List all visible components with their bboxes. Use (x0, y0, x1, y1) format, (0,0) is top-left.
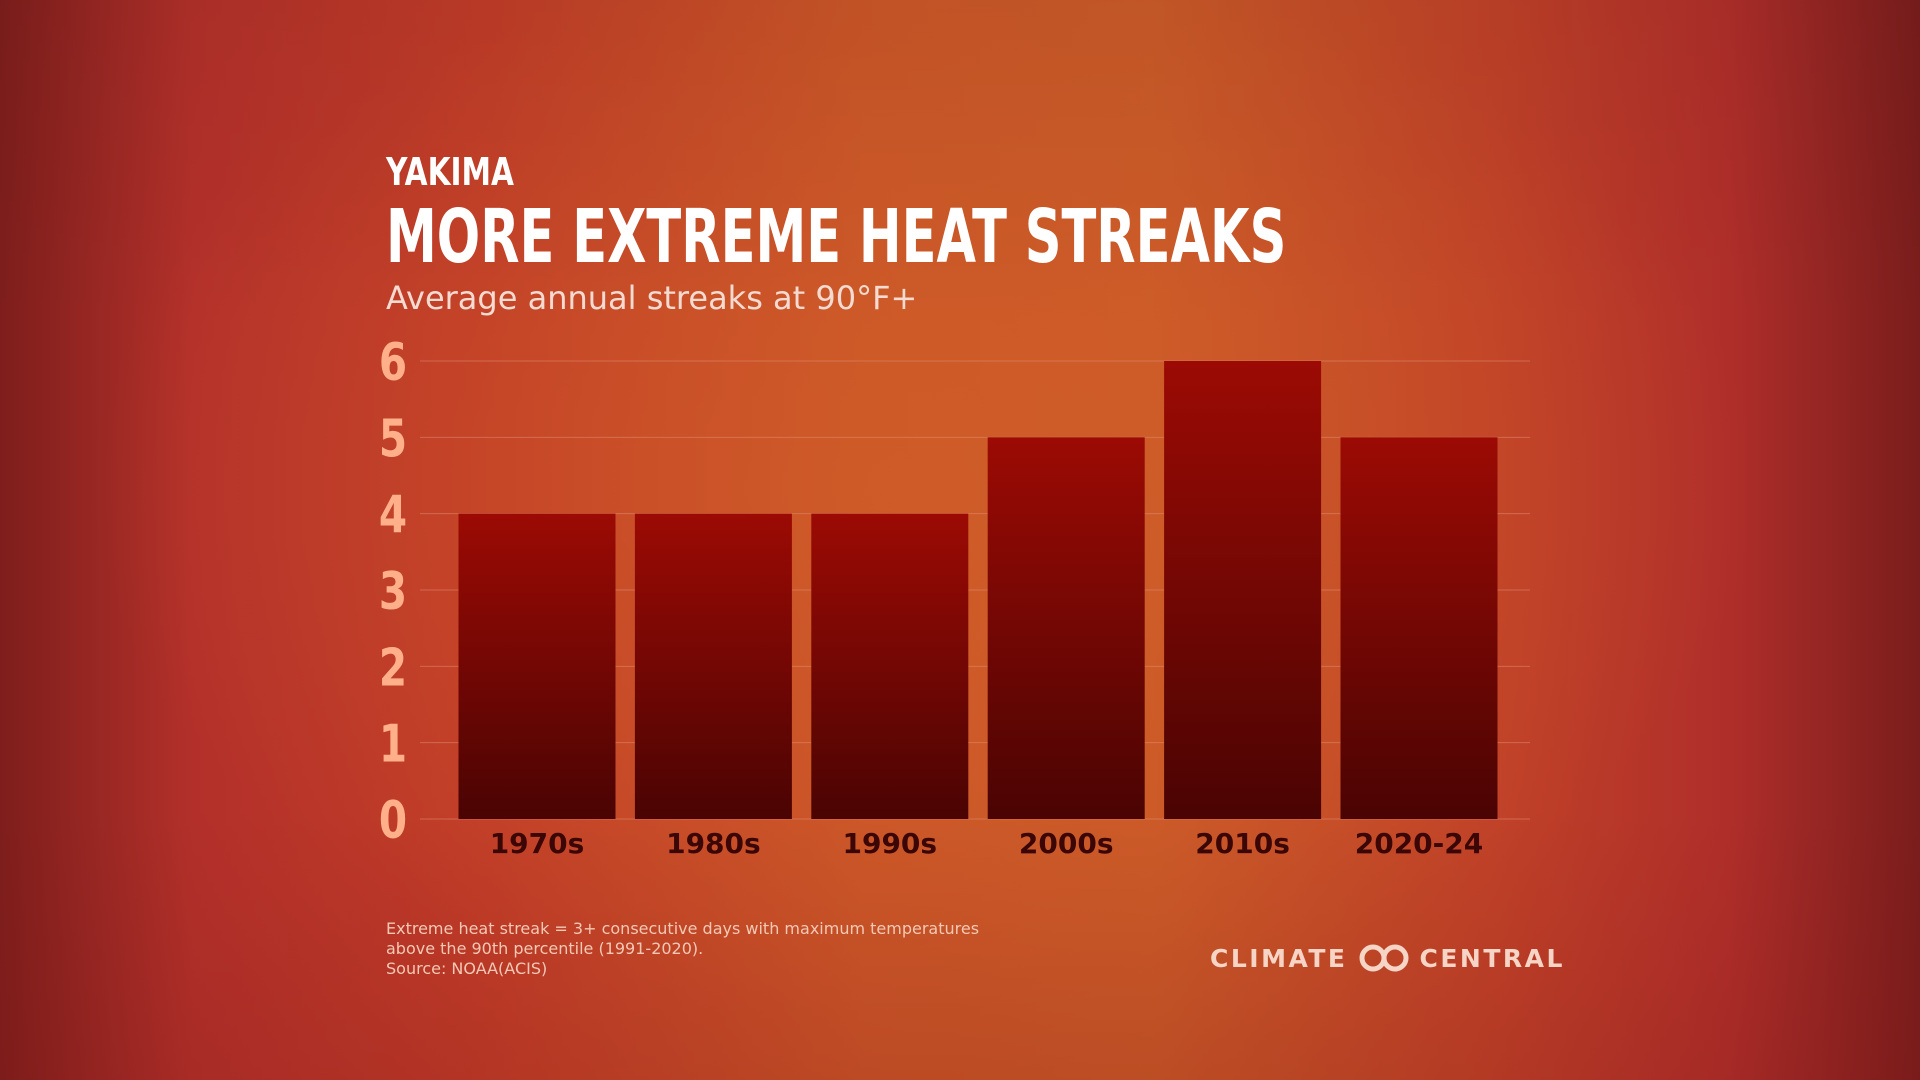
y-tick-label: 4 (379, 485, 407, 545)
location-label: YAKIMA (386, 150, 515, 194)
bar-1990s (811, 513, 969, 819)
bar-1980s (634, 513, 792, 819)
x-category-label: 2020-24 (1355, 827, 1484, 860)
climate-central-logo-icon (1359, 944, 1408, 972)
x-category-label: 1990s (842, 827, 937, 860)
brand-logo: CLIMATE CENTRAL (1210, 943, 1565, 973)
bar-2010s (1164, 361, 1322, 819)
bars (458, 361, 1498, 819)
bar-1970s (458, 513, 616, 819)
y-tick-label: 1 (379, 714, 407, 774)
brand-left-text: CLIMATE (1210, 943, 1348, 973)
x-category-label: 2000s (1019, 827, 1114, 860)
footnote-line-1: Extreme heat streak = 3+ consecutive day… (386, 919, 980, 938)
footnote: Extreme heat streak = 3+ consecutive day… (386, 919, 986, 979)
x-axis-labels: 1970s 1980s 1990s 2000s 2010s 2020-24 (490, 827, 1484, 860)
x-category-label: 1970s (490, 827, 585, 860)
x-category-label: 1980s (666, 827, 761, 860)
chart-title: MORE EXTREME HEAT STREAKS (386, 194, 1287, 280)
chart-header: YAKIMA MORE EXTREME HEAT STREAKS Average… (386, 150, 1586, 318)
y-axis-ticks: 0 1 2 3 4 5 6 (379, 332, 407, 850)
chart-subtitle: Average annual streaks at 90°F+ (386, 279, 918, 317)
bar-2020-24 (1340, 437, 1498, 819)
y-tick-label: 6 (379, 332, 407, 392)
brand-right-text: CENTRAL (1419, 943, 1565, 973)
y-tick-label: 0 (379, 790, 407, 850)
y-tick-label: 2 (379, 637, 407, 697)
y-tick-label: 3 (379, 561, 407, 621)
y-tick-label: 5 (379, 408, 407, 468)
bar-2000s (987, 437, 1145, 819)
x-category-label: 2010s (1195, 827, 1290, 860)
source-line: Source: NOAA(ACIS) (386, 959, 548, 978)
footnote-line-2: above the 90th percentile (1991-2020). (386, 939, 704, 958)
